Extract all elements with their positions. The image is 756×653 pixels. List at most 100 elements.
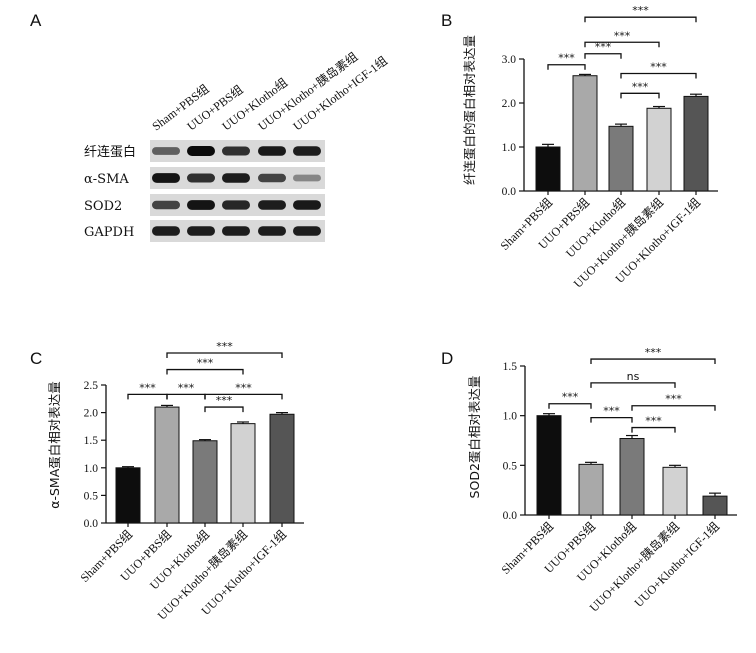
y-tick-label: 1.0 — [503, 411, 518, 423]
significance-bracket — [127, 393, 168, 400]
blot-band — [152, 147, 180, 155]
significance-label: *** — [614, 29, 631, 42]
y-axis-title: 纤连蛋白的蛋白相对表达量 — [462, 35, 477, 185]
bar — [578, 463, 604, 516]
bar — [536, 415, 562, 516]
significance-bracket — [584, 16, 697, 23]
significance-bracket — [584, 41, 660, 48]
y-tick-label: 0.0 — [502, 186, 517, 198]
blot-band — [222, 146, 250, 156]
blot-band — [187, 226, 215, 236]
significance-label: *** — [216, 394, 233, 407]
blot-label: 纤连蛋白 — [84, 144, 136, 160]
panel-c-asma-chart: C α-SMA蛋白相对表达量0.00.51.01.52.02.5Sham+PBS… — [30, 340, 304, 623]
significance-label: *** — [595, 41, 612, 54]
significance-label: ns — [627, 370, 640, 383]
y-tick-label: 0.5 — [84, 490, 99, 502]
bar — [619, 438, 645, 516]
significance-bracket — [166, 352, 283, 358]
blot-band — [222, 226, 250, 236]
significance-bracket — [590, 358, 716, 365]
blot-rows: 纤连蛋白 α-SMA SOD2 GAPDH — [84, 140, 325, 242]
panel-d-letter: D — [441, 349, 453, 368]
bar — [662, 466, 688, 516]
significance-bracket — [631, 405, 716, 411]
significance-label: *** — [650, 61, 667, 74]
significance-label: *** — [139, 381, 156, 394]
blot-band — [152, 200, 180, 210]
significance-label: *** — [197, 357, 214, 370]
significance-bracket — [166, 368, 244, 375]
bar — [269, 413, 295, 524]
blot-band — [293, 174, 321, 182]
blot-band — [293, 226, 321, 236]
blot-label: GAPDH — [84, 225, 134, 240]
significance-label: *** — [645, 415, 662, 428]
lane-labels: Sham+PBS组UUO+PBS组UUO+Klotho组UUO+Klotho+胰… — [149, 49, 390, 134]
bar — [646, 107, 672, 192]
panel-b-fibronectin-chart: B 纤连蛋白的蛋白相对表达量0.01.02.03.0Sham+PBS组UUO+P… — [441, 4, 718, 291]
panel-a-western-blot: A Sham+PBS组UUO+PBS组UUO+Klotho组UUO+Klotho… — [30, 11, 390, 242]
y-tick-label: 0.0 — [503, 510, 518, 522]
y-tick-label: 1.5 — [503, 361, 518, 373]
blot-label: SOD2 — [84, 199, 122, 214]
significance-bracket — [548, 403, 592, 409]
blot-band — [187, 173, 215, 183]
significance-bracket — [590, 417, 633, 423]
bar — [230, 423, 256, 524]
y-tick-label: 2.5 — [84, 380, 99, 392]
blot-band — [258, 146, 286, 156]
blot-band — [222, 200, 250, 210]
blot-band — [152, 173, 180, 183]
y-tick-label: 2.0 — [502, 98, 517, 110]
blot-band — [152, 226, 180, 236]
significance-bracket — [204, 393, 283, 400]
significance-label: *** — [632, 80, 649, 93]
bar — [572, 75, 598, 192]
y-tick-label: 2.0 — [84, 408, 99, 420]
significance-label: *** — [216, 340, 233, 353]
y-tick-label: 1.5 — [84, 435, 99, 447]
y-tick-label: 0.0 — [84, 518, 99, 530]
blot-band — [258, 226, 286, 236]
significance-bracket — [547, 64, 586, 70]
bar — [535, 146, 561, 192]
significance-label: *** — [603, 405, 620, 418]
blot-band — [258, 173, 286, 183]
significance-label: *** — [632, 4, 649, 17]
blot-band — [187, 146, 215, 156]
panel-c-letter: C — [30, 349, 42, 368]
bar — [683, 95, 709, 192]
significance-label: *** — [645, 346, 662, 359]
blot-band — [293, 146, 321, 156]
blot-band — [187, 200, 215, 210]
blot-band — [258, 200, 286, 210]
panel-d-sod2-chart: D SOD2蛋白相对表达量0.00.51.01.5Sham+PBS组UUO+PB… — [441, 346, 737, 615]
significance-bracket — [204, 406, 244, 413]
significance-bracket — [631, 426, 676, 433]
y-axis-title: SOD2蛋白相对表达量 — [467, 376, 482, 499]
bar — [192, 440, 218, 524]
significance-label: *** — [665, 393, 682, 406]
panel-a-letter: A — [30, 11, 42, 30]
y-tick-label: 1.0 — [502, 142, 517, 154]
significance-bracket — [620, 72, 697, 79]
y-tick-label: 3.0 — [502, 54, 517, 66]
y-axis-title: α-SMA蛋白相对表达量 — [47, 381, 62, 509]
significance-label: *** — [562, 391, 579, 404]
significance-label: *** — [235, 381, 252, 394]
bar — [702, 495, 728, 516]
panel-b-letter: B — [441, 11, 452, 30]
significance-label: *** — [178, 381, 195, 394]
blot-band — [293, 200, 321, 210]
significance-label: *** — [558, 52, 575, 65]
bar — [608, 125, 634, 192]
bar — [115, 467, 141, 524]
blot-band — [222, 173, 250, 183]
significance-bracket — [584, 53, 622, 59]
significance-bracket — [620, 92, 660, 99]
bar — [154, 406, 180, 524]
y-tick-label: 1.0 — [84, 463, 99, 475]
y-tick-label: 0.5 — [503, 460, 518, 472]
